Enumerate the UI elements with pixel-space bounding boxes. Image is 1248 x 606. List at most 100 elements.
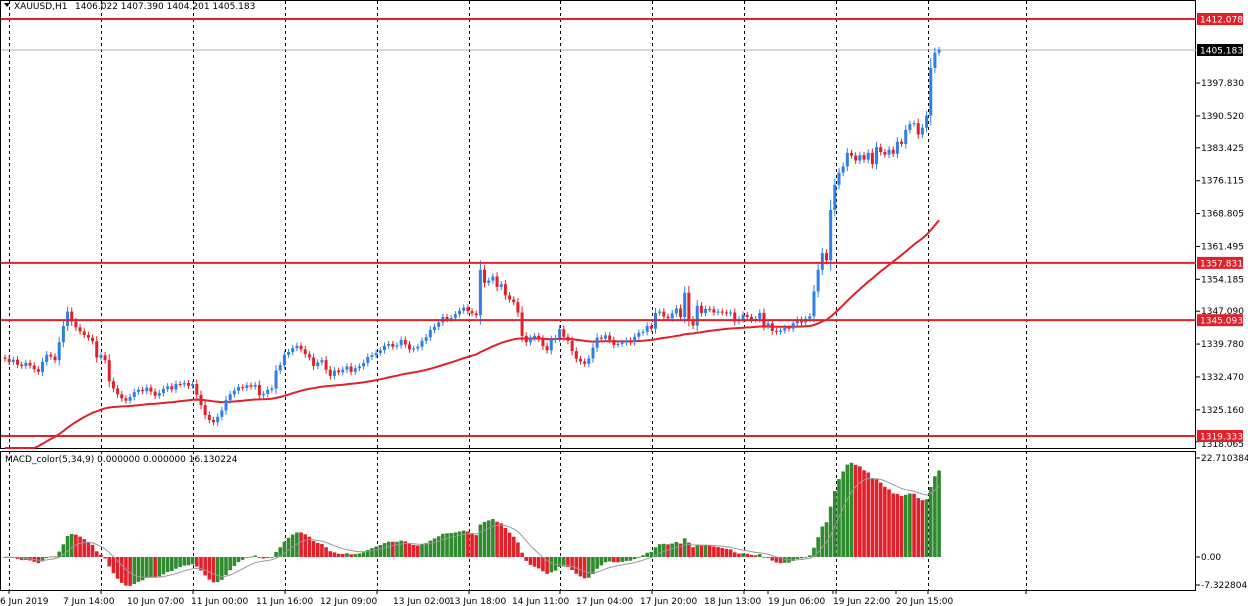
candle-body bbox=[295, 345, 299, 349]
candle-body bbox=[904, 129, 908, 144]
macd-bar bbox=[149, 557, 153, 578]
candle-body bbox=[245, 385, 249, 389]
macd-bar bbox=[211, 557, 216, 583]
candle-body bbox=[620, 342, 624, 344]
macd-bar bbox=[895, 493, 900, 557]
macd-bar bbox=[449, 533, 453, 557]
candle-body bbox=[128, 397, 132, 401]
macd-bar bbox=[933, 476, 937, 557]
candle-body bbox=[186, 383, 190, 386]
candle-body bbox=[249, 385, 253, 387]
candle-body bbox=[28, 362, 32, 366]
candle-body bbox=[783, 327, 787, 331]
candle-body bbox=[349, 366, 353, 372]
candle-body bbox=[207, 415, 211, 420]
macd-bar bbox=[278, 547, 283, 557]
macd-bar bbox=[778, 557, 783, 564]
candle-body bbox=[524, 335, 528, 343]
macd-bar bbox=[628, 557, 633, 561]
candle-body bbox=[854, 155, 858, 161]
macd-bar bbox=[724, 548, 729, 557]
macd-bar bbox=[845, 464, 850, 557]
candle-body bbox=[537, 335, 541, 340]
macd-bar bbox=[416, 545, 420, 557]
macd-bar bbox=[199, 557, 203, 571]
candle-body bbox=[541, 339, 545, 347]
candle-body bbox=[266, 389, 270, 394]
macd-bar bbox=[349, 554, 353, 557]
candle-body bbox=[57, 342, 61, 361]
macd-bar bbox=[657, 544, 662, 557]
macd-bar bbox=[511, 536, 516, 557]
macd-bar bbox=[124, 557, 128, 586]
macd-bar bbox=[716, 547, 720, 557]
y-tick-label: 1361.495 bbox=[1201, 242, 1244, 252]
candle-body bbox=[412, 348, 416, 350]
candle-body bbox=[287, 352, 291, 355]
candle-body bbox=[241, 387, 245, 389]
macd-bar bbox=[570, 557, 574, 571]
macd-bar bbox=[245, 557, 249, 558]
macd-bar bbox=[307, 536, 312, 557]
candle-body bbox=[858, 155, 862, 161]
candle-body bbox=[520, 312, 524, 336]
candle-body bbox=[199, 394, 203, 406]
macd-bar bbox=[553, 557, 558, 571]
dropdown-triangle-icon[interactable] bbox=[4, 3, 10, 7]
macd-bar bbox=[140, 557, 145, 581]
macd-bar bbox=[812, 547, 816, 557]
macd-bar bbox=[336, 553, 341, 557]
candle-body bbox=[103, 355, 107, 361]
macd-bar bbox=[732, 552, 737, 557]
macd-bar bbox=[695, 544, 700, 557]
x-tick-label: 11 Jun 00:00 bbox=[191, 597, 248, 606]
macd-bar bbox=[49, 556, 53, 558]
candle-body bbox=[516, 302, 520, 313]
candle-body bbox=[658, 311, 662, 313]
macd-bar bbox=[257, 557, 262, 558]
candle-body bbox=[36, 369, 40, 372]
macd-bar bbox=[791, 557, 795, 562]
candle-body bbox=[553, 338, 557, 340]
x-tick-label: 13 Jun 18:00 bbox=[449, 597, 506, 606]
macd-bar bbox=[699, 545, 704, 557]
candle-body bbox=[453, 314, 457, 318]
y-tick-label: 1354.185 bbox=[1201, 275, 1244, 285]
macd-bar bbox=[424, 543, 428, 557]
candle-body bbox=[262, 393, 266, 396]
candle-body bbox=[470, 311, 474, 314]
macd-bar bbox=[682, 538, 687, 557]
x-tick-label: 17 Jun 04:00 bbox=[576, 597, 633, 606]
candle-body bbox=[603, 335, 607, 339]
macd-bar bbox=[436, 536, 441, 557]
macd-bar bbox=[916, 498, 921, 557]
candle-body bbox=[591, 347, 595, 359]
macd-bar bbox=[428, 540, 433, 557]
candle-body bbox=[445, 316, 449, 320]
macd-bar bbox=[407, 543, 412, 557]
candle-body bbox=[124, 398, 128, 401]
macd-bar bbox=[707, 545, 712, 557]
macd-bar bbox=[220, 557, 224, 580]
candle-body bbox=[120, 394, 124, 399]
candle-body bbox=[691, 319, 695, 326]
macd-bar bbox=[119, 557, 124, 583]
macd-bar bbox=[745, 553, 750, 557]
macd-bar bbox=[445, 533, 449, 557]
macd-bar bbox=[282, 541, 287, 557]
candle-body bbox=[474, 313, 478, 316]
macd-bar bbox=[574, 557, 579, 574]
candle-body bbox=[508, 295, 512, 300]
candle-body bbox=[499, 284, 503, 287]
candle-body bbox=[545, 346, 549, 351]
macd-bar bbox=[303, 534, 308, 557]
macd-bar bbox=[165, 557, 170, 572]
candle-body bbox=[399, 339, 403, 346]
candle-body bbox=[353, 368, 357, 372]
macd-bar bbox=[841, 471, 845, 557]
macd-bar bbox=[99, 554, 103, 557]
macd-bar bbox=[374, 546, 378, 557]
candle-body bbox=[237, 387, 241, 391]
macd-bar bbox=[870, 478, 875, 557]
